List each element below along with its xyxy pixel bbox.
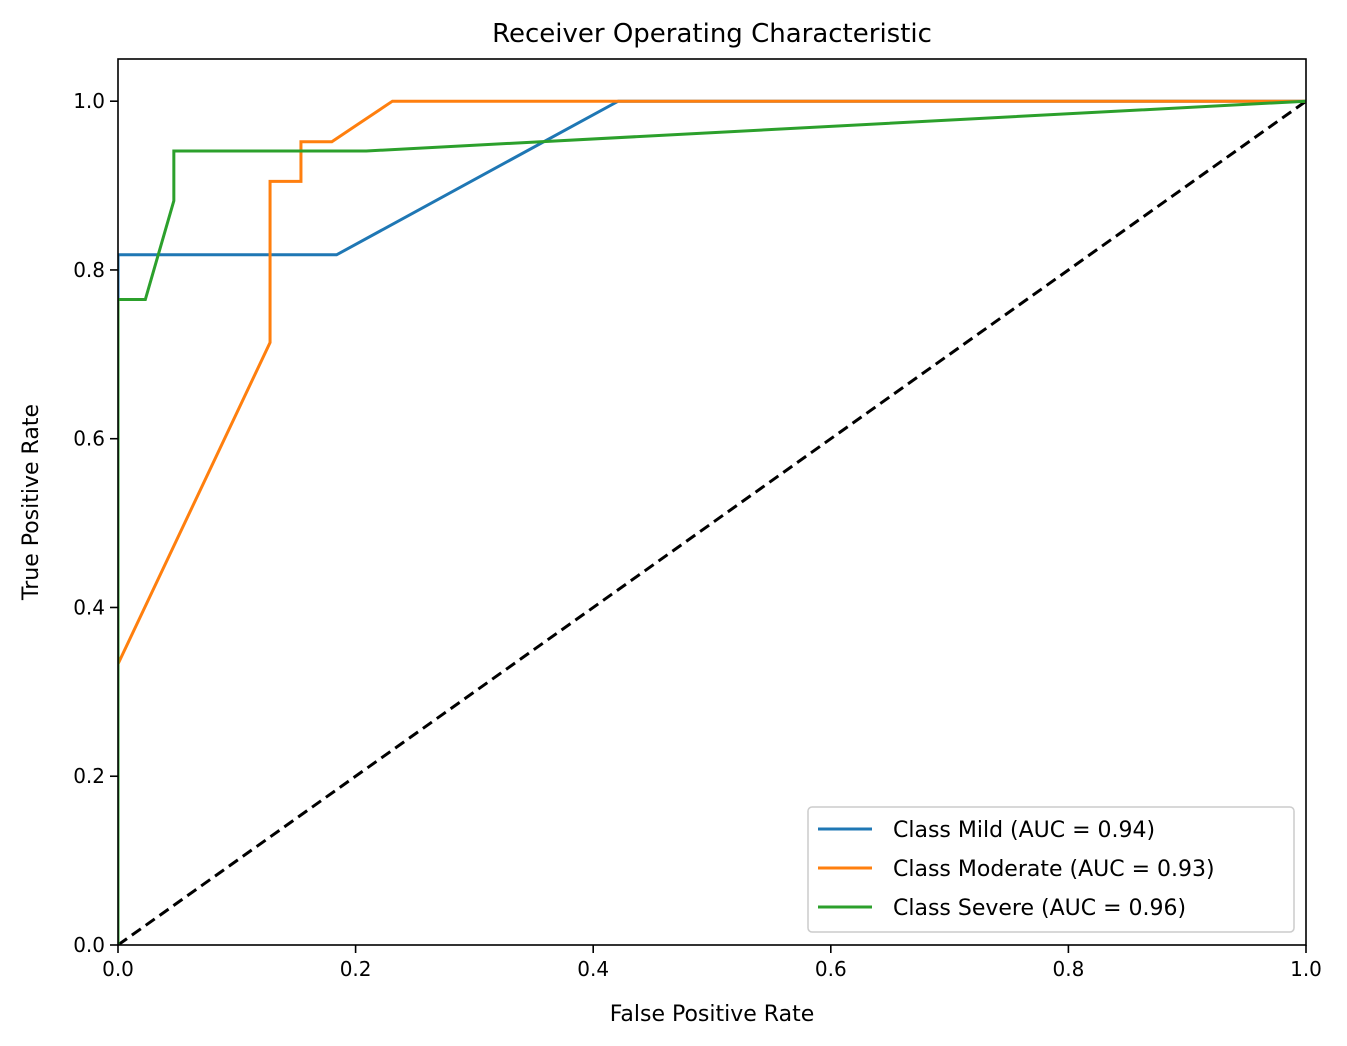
y-tick-label: 0.6 [73, 427, 105, 451]
series-line-2 [118, 99, 1306, 945]
legend-box [807, 806, 1295, 933]
x-tick-label: 0.2 [340, 957, 372, 981]
y-tick-label: 0.2 [73, 764, 105, 788]
legend-label-2: Class Severe (AUC = 0.96) [893, 896, 1186, 921]
reference-diagonal-line [118, 99, 1306, 945]
legend-label-1: Class Moderate (AUC = 0.93) [893, 857, 1215, 882]
x-axis-ticks: 0.0 0.2 0.4 0.6 0.8 1.0 [102, 945, 1322, 981]
y-tick-label: 0.0 [73, 933, 105, 957]
series-line-1 [118, 99, 1306, 945]
axes-frame [117, 58, 1307, 946]
chart-title: Receiver Operating Characteristic [492, 19, 932, 49]
y-tick-label: 1.0 [73, 89, 105, 113]
x-tick-label: 1.0 [1290, 957, 1322, 981]
x-axis-label: False Positive Rate [610, 1002, 814, 1027]
x-tick-label: 0.4 [577, 957, 609, 981]
legend-label-0: Class Mild (AUC = 0.94) [893, 818, 1155, 843]
y-tick-label: 0.8 [73, 258, 105, 282]
y-tick-label: 0.4 [73, 595, 105, 619]
x-tick-label: 0.8 [1052, 957, 1084, 981]
x-tick-label: 0.6 [815, 957, 847, 981]
legend: Class Mild (AUC = 0.94) Class Moderate (A… [807, 806, 1295, 933]
y-axis-label: True Positive Rate [19, 404, 44, 601]
y-axis-ticks: 0.0 0.2 0.4 0.6 0.8 1.0 [73, 89, 118, 957]
x-tick-label: 0.0 [102, 957, 134, 981]
plot-area [117, 58, 1307, 946]
